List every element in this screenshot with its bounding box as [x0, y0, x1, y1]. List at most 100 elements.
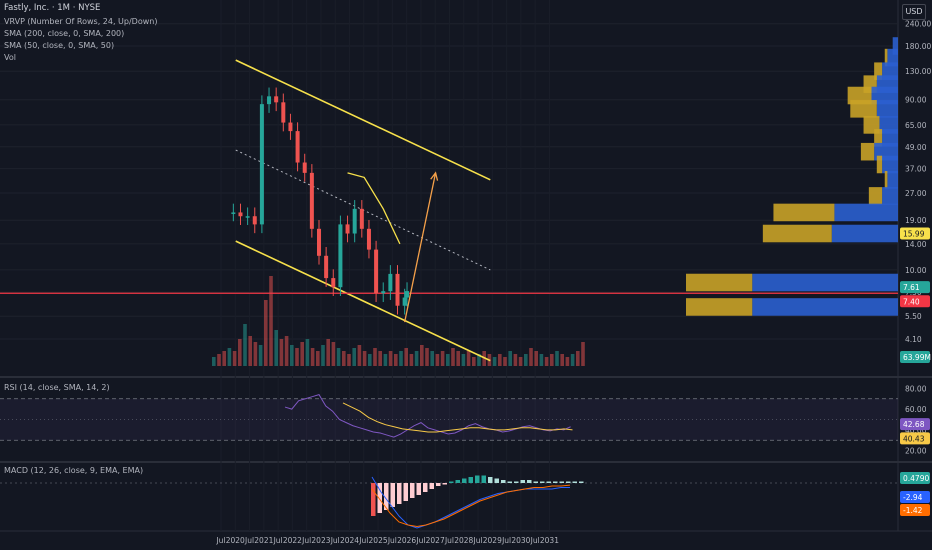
price-tick-label: 65.00 — [905, 121, 927, 130]
last-price-tag: 7.61 — [903, 283, 920, 292]
volume-bar — [347, 354, 351, 366]
price-tick-label: 49.00 — [905, 143, 927, 152]
volume-bar — [238, 339, 242, 366]
time-tick-label: 2022 — [283, 536, 302, 545]
volume-bar — [555, 351, 559, 366]
macd-histogram-bar — [481, 475, 486, 483]
volume-bar — [576, 351, 580, 366]
rsi-signal-line — [342, 402, 573, 433]
candle-body — [345, 224, 350, 234]
macd-histogram-bar — [462, 478, 467, 483]
vrvp-bar-down — [874, 129, 883, 147]
price-tick-label: 37.00 — [905, 165, 927, 174]
macd-histogram-bar — [533, 481, 538, 483]
candle-body — [238, 212, 243, 217]
volume-bar — [274, 330, 278, 366]
volume-bar — [264, 300, 268, 366]
macd-histogram-bar — [416, 483, 421, 495]
time-tick-label: 2025 — [369, 536, 388, 545]
vrvp-bar-up — [831, 224, 898, 243]
time-tick-label: Jul — [330, 536, 340, 545]
time-tick-label: Jul — [444, 536, 454, 545]
volume-bar — [368, 354, 372, 366]
vrvp-bar-down — [868, 187, 883, 205]
volume-bar — [279, 339, 284, 366]
macd-histogram-bar — [488, 477, 493, 483]
macd-value-tag-bg — [900, 491, 930, 503]
volume-bar — [503, 357, 507, 366]
rsi-line — [284, 394, 571, 438]
volume-bar — [321, 345, 325, 366]
rsi-signal-tag-bg — [900, 432, 930, 445]
candle-body — [281, 102, 286, 123]
sma50-price-tag-bg — [900, 227, 930, 240]
price-tick-label: 240.00 — [905, 20, 931, 29]
macd-pane-title[interactable]: MACD (12, 26, close, 9, EMA, EMA) — [4, 466, 144, 475]
macd-histogram-bar — [507, 481, 512, 483]
rsi-pane-title[interactable]: RSI (14, close, SMA, 14, 2) — [4, 383, 110, 392]
volume-bar — [498, 354, 502, 366]
macd-value-tag: -2.94 — [903, 493, 923, 502]
vrvp-bar-down — [874, 62, 883, 80]
vrvp-bar-down — [773, 203, 835, 222]
rsi-tick-label: 20.00 — [905, 447, 927, 456]
candle-body — [324, 255, 329, 279]
legend-vrvp[interactable]: VRVP (Number Of Rows, 24, Up/Down) — [4, 17, 158, 26]
vrvp-bar-up — [887, 171, 898, 189]
volume-bar — [316, 351, 320, 366]
channel-lower-line — [235, 240, 491, 362]
volume-tag: 63.99M — [903, 353, 931, 362]
candle-body — [245, 216, 250, 218]
volume-bar — [544, 357, 549, 366]
volume-bar — [352, 348, 356, 366]
volume-bar — [513, 354, 518, 366]
rsi-value-tag-bg — [900, 418, 930, 431]
price-tick-label: 14.00 — [905, 240, 927, 249]
volume-bar — [383, 354, 388, 366]
macd-histogram-bar — [520, 480, 525, 483]
price-tick-label: 5.50 — [905, 312, 922, 321]
projection-arrow-line — [404, 172, 437, 323]
volume-bar — [399, 351, 403, 366]
volume-bar — [425, 348, 429, 366]
candle-body — [274, 96, 279, 103]
macd-histogram-bar — [559, 481, 564, 483]
currency-button[interactable]: USD — [902, 4, 926, 20]
volume-bar — [243, 324, 247, 366]
legend-sma200[interactable]: SMA (200, close, 0, SMA, 200) — [4, 29, 125, 38]
macd-histogram-bar — [384, 483, 389, 510]
price-tick-label: 130.00 — [905, 67, 931, 76]
volume-bar — [290, 345, 294, 366]
sma50-line — [347, 172, 401, 245]
macd-histogram-bar — [390, 483, 395, 507]
volume-bar — [269, 276, 273, 366]
macd-histogram-bar — [377, 483, 382, 513]
volume-bar — [524, 354, 528, 366]
volume-bar — [539, 354, 544, 366]
price-tick-label: 10.00 — [905, 266, 927, 275]
price-tick-label: 180.00 — [905, 42, 931, 51]
macd-histogram-bar — [371, 483, 376, 516]
time-tick-label: Jul — [244, 536, 254, 545]
time-tick-label: 2030 — [511, 536, 530, 545]
macd-histogram-bar — [436, 483, 441, 486]
vrvp-bar-up — [871, 86, 898, 105]
candle-body — [309, 172, 314, 229]
volume-bar — [232, 351, 237, 366]
vrvp-bar-down — [884, 48, 888, 67]
volume-bar — [258, 345, 263, 366]
volume-bar — [451, 348, 455, 366]
legend-sma50[interactable]: SMA (50, close, 0, SMA, 50) — [4, 41, 115, 50]
volume-bar — [378, 351, 382, 366]
volume-bar — [336, 348, 341, 366]
legend-volume[interactable]: Vol — [4, 53, 16, 62]
vrvp-bar-up — [834, 203, 898, 222]
volume-bar — [446, 354, 450, 366]
candle-body — [338, 224, 343, 288]
volume-bar — [300, 342, 304, 366]
macd-histogram-bar — [475, 475, 480, 483]
volume-bar — [373, 348, 377, 366]
vrvp-bar-up — [887, 48, 898, 67]
rsi-signal-tag: 40.43 — [903, 434, 925, 443]
